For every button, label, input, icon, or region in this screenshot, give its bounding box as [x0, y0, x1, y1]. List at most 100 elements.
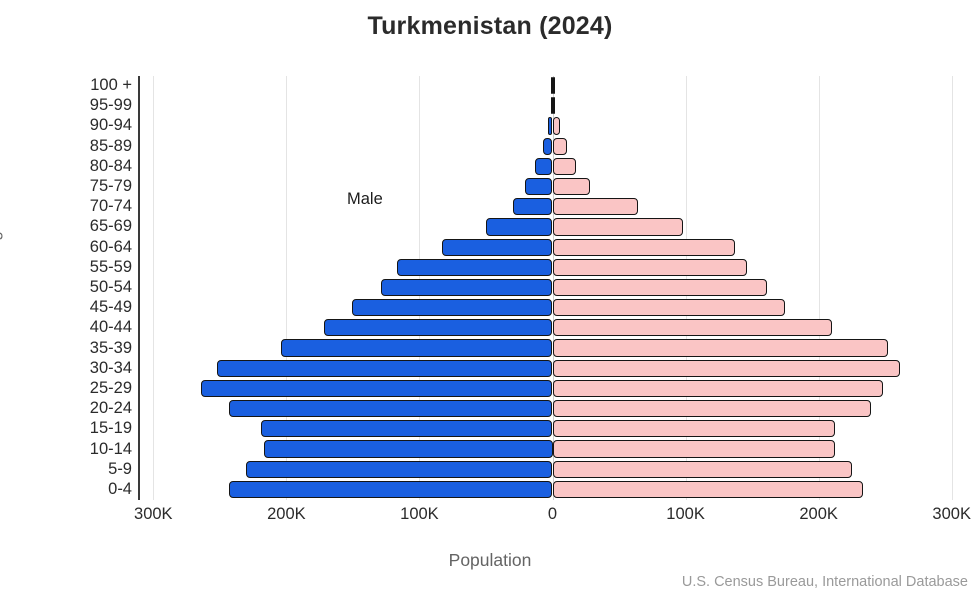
- female-bar: [552, 157, 577, 175]
- x-axis-tick-label: 100K: [666, 505, 705, 523]
- male-bar: [542, 137, 553, 155]
- x-axis-tick-label: 300K: [932, 505, 971, 523]
- y-axis-tick-label: 5-9: [108, 459, 132, 478]
- pyramid-row: [140, 177, 965, 197]
- female-bar: [552, 238, 735, 256]
- y-axis-tick-label: 85-89: [89, 136, 132, 155]
- x-axis-tick-label: 0: [547, 505, 558, 523]
- y-axis-tick-label: 65-69: [89, 217, 132, 236]
- pyramid-row: [140, 318, 965, 338]
- female-bar: [552, 339, 888, 357]
- pyramid-row: [140, 460, 965, 480]
- male-bar: [229, 400, 553, 418]
- y-axis-tick-label: 50-54: [89, 278, 132, 296]
- male-bar: [396, 258, 553, 276]
- female-bar: [552, 319, 832, 337]
- male-bar: [323, 319, 553, 337]
- male-bar: [442, 238, 553, 256]
- male-series-label: Male: [347, 190, 383, 208]
- female-bar: [552, 218, 683, 236]
- female-bar: [552, 97, 556, 115]
- gridline: [818, 76, 820, 500]
- male-bar: [524, 177, 553, 196]
- pyramid-row: [140, 76, 965, 96]
- female-bar: [552, 198, 638, 216]
- pyramid-row: [140, 258, 965, 278]
- y-axis-tick-label: 30-34: [89, 358, 132, 377]
- y-axis-tick-label: 75-79: [89, 177, 132, 196]
- male-bar: [550, 97, 553, 115]
- y-axis-line: [138, 76, 140, 500]
- female-bar: [552, 278, 767, 297]
- x-axis-tick-label: 200K: [799, 505, 838, 523]
- male-bar: [217, 359, 553, 377]
- male-bar: [351, 299, 553, 317]
- pyramid-row: [140, 480, 965, 500]
- gridline: [153, 76, 155, 500]
- pyramid-row: [140, 238, 965, 258]
- female-bar: [552, 117, 560, 135]
- female-bar: [552, 258, 747, 276]
- x-axis-tick-label: 300K: [134, 505, 173, 523]
- y-axis-title: Age: [0, 221, 3, 252]
- pyramid-row: [140, 399, 965, 419]
- female-bar: [552, 480, 863, 498]
- female-bar: [552, 379, 883, 398]
- female-bar: [552, 77, 555, 95]
- male-bar: [263, 440, 553, 458]
- pyramid-row: [140, 217, 965, 237]
- y-axis-tick-label: 15-19: [89, 419, 132, 438]
- source-caption: U.S. Census Bureau, International Databa…: [681, 574, 968, 590]
- pyramid-row: [140, 137, 965, 157]
- male-bar: [246, 460, 553, 478]
- page-title: Turkmenistan (2024): [367, 12, 613, 40]
- pyramid-row: [140, 197, 965, 217]
- male-bar: [547, 117, 553, 135]
- x-axis-tick-label: 200K: [267, 505, 306, 523]
- female-bar: [552, 460, 852, 478]
- y-axis-tick-label: 0-4: [108, 479, 132, 498]
- y-axis-tick-labels: 100 +95-99 90-94 85-89 80-84 75-79 70-74 65-69…: [8, 76, 132, 500]
- female-bar: [552, 359, 900, 377]
- y-axis-tick-label: 55-59: [89, 257, 132, 276]
- pyramid-row: [140, 116, 965, 136]
- male-bar: [229, 480, 553, 498]
- y-axis-tick-label: 40-44: [89, 318, 132, 337]
- y-axis-tick-label: 10-14: [89, 439, 132, 458]
- female-bar: [552, 400, 871, 418]
- pyramid-row: [140, 298, 965, 318]
- male-bar: [512, 198, 553, 216]
- y-axis-tick-label: 80-84: [89, 156, 132, 175]
- pyramid-row: [140, 96, 965, 116]
- pyramid-row: [140, 379, 965, 399]
- female-bar: [552, 299, 786, 317]
- x-axis-tick-label: 100K: [400, 505, 439, 523]
- male-bar: [535, 157, 553, 175]
- y-axis-tick-label: 60-64: [89, 237, 132, 256]
- y-axis-tick-label: 70-74: [89, 197, 132, 216]
- female-bar: [552, 440, 835, 458]
- male-bar: [485, 218, 553, 236]
- plot-area: Male Female: [140, 76, 965, 500]
- pyramid-row: [140, 278, 965, 298]
- gridline: [286, 76, 288, 500]
- pyramid-row: [140, 439, 965, 459]
- y-axis-tick-label: 25-29: [89, 378, 132, 397]
- y-axis-tick-label: 100 +: [90, 76, 132, 95]
- y-axis-tick-label: 90-94: [89, 116, 132, 135]
- x-axis-title: Population: [448, 550, 532, 570]
- female-bar: [552, 177, 590, 196]
- y-axis-tick-label: 95-99: [89, 96, 132, 115]
- male-bar: [380, 278, 553, 297]
- pyramid-row: [140, 157, 965, 177]
- x-axis-tick-labels: 300K 200K 100K 0 100K 200K 300K: [134, 505, 971, 533]
- y-axis-tick-label: 20-24: [89, 399, 132, 418]
- male-bar: [261, 420, 553, 438]
- male-bar: [201, 379, 553, 398]
- female-bar: [552, 420, 835, 438]
- male-bar: [281, 339, 553, 357]
- y-axis-tick-label: 35-39: [89, 338, 132, 357]
- pyramid-row: [140, 419, 965, 439]
- pyramid-row: [140, 359, 965, 379]
